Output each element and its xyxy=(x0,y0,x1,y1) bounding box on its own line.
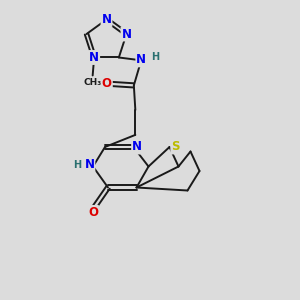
Text: N: N xyxy=(84,158,94,172)
Text: S: S xyxy=(171,140,180,154)
Text: N: N xyxy=(122,28,131,40)
Text: N: N xyxy=(132,140,142,154)
Text: N: N xyxy=(89,51,99,64)
Text: N: N xyxy=(136,53,146,66)
Text: H: H xyxy=(151,52,159,62)
Text: O: O xyxy=(102,77,112,90)
Text: O: O xyxy=(88,206,98,219)
Text: N: N xyxy=(101,13,112,26)
Text: H: H xyxy=(73,160,82,170)
Text: CH₃: CH₃ xyxy=(83,78,102,87)
